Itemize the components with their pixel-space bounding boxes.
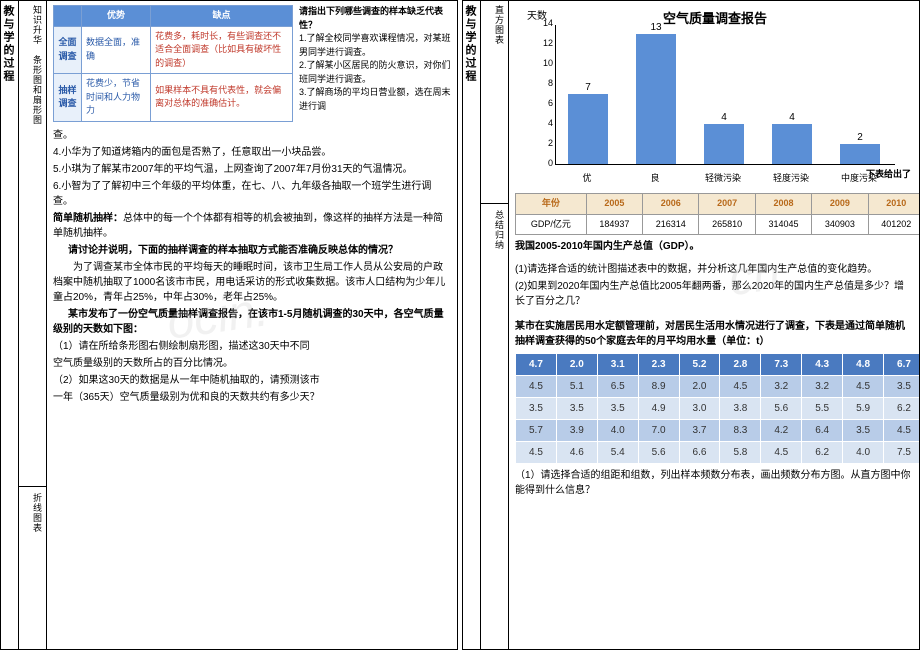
- note1: 下表给出了: [866, 168, 911, 182]
- bar-chart: 天数 空气质量调查报告 713442 02468101214 优良轻微污染轻度污…: [515, 9, 915, 189]
- left-sub-bot: 折线图表: [19, 489, 46, 649]
- left-content: ocin. 优势缺点 全面调查数据全面，准确花费多，耗时长，有些调查还不适合全面…: [47, 1, 457, 649]
- air-q1b: 空气质量级别的天数所占的百分比情况。: [53, 356, 451, 371]
- air-title: 某市发布了一份空气质量抽样调查报告，在该市1-5月随机调查的30天中，各空气质量…: [53, 307, 451, 337]
- gdp-q2: (2)如果到2020年国内生产总值比2005年翻两番，那么2020年的国内生产总…: [515, 279, 913, 309]
- p-cha: 查。: [53, 128, 451, 143]
- right-sub-bot: 总结归纳: [481, 206, 508, 649]
- question-box: 请指出下列哪些调查的样本缺乏代表性？ 1.了解全校同学喜欢课程情况，对某班男同学…: [299, 5, 451, 126]
- p6: 6.小智为了了解初中三个年级的平均体重，在七、八、九年级各抽取一个班学生进行调查…: [53, 179, 451, 209]
- right-content: cn 天数 空气质量调查报告 713442 02468101214 优良轻微污染…: [509, 1, 919, 649]
- left-main-label: 教与学的过程: [1, 1, 18, 87]
- water-title: 某市在实施居民用水定额管理前，对居民生活用水情况进行了调查，下表是通过简单随机抽…: [515, 319, 913, 349]
- air-q2b: 一年（365天）空气质量级别为优和良的天数共约有多少天？: [53, 390, 451, 405]
- right-main-label: 教与学的过程: [463, 1, 480, 87]
- air-q1: （1）请在所给条形图右侧绘制扇形图，描述这30天中不同: [53, 339, 451, 354]
- gdp-table: 年份200520062007200820092010 GDP/亿元1849372…: [515, 193, 919, 235]
- final-q: （1）请选择合适的组距和组数，列出样本频数分布表，画出频数分布方图。从直方图中你…: [515, 468, 913, 498]
- air-q2: （2）如果这30天的数据是从一年中随机抽取的，请预测该市: [53, 373, 451, 388]
- water-data-table: 4.72.03.12.35.22.87.34.34.86.74.55.16.58…: [515, 353, 919, 464]
- p4: 4.小华为了知道烤箱内的面包是否熟了，任意取出一小块品尝。: [53, 145, 451, 160]
- right-sub-top: 直方图表: [481, 1, 508, 201]
- p5: 5.小琪为了解某市2007年的平均气温，上网查询了2007年7月份31天的气温情…: [53, 162, 451, 177]
- comparison-table: 优势缺点 全面调查数据全面，准确花费多，耗时长，有些调查还不适合全面调查（比如具…: [53, 5, 293, 122]
- disc-title: 请讨论并说明，下面的抽样调查的样本抽取方式能否准确反映总体的情况？: [53, 243, 451, 258]
- left-sub-top: 知识升华 条形图和扇形图: [19, 1, 46, 484]
- gdp-q1: (1)请选择合适的统计图描述表中的数据，并分析这几年国内生产总值的变化趋势。: [515, 262, 913, 277]
- srs: 简单随机抽样：总体中的每一个个体都有相等的机会被抽到，像这样的抽样方法是一种简单…: [53, 211, 451, 241]
- disc: 为了调查某市全体市民的平均每天的睡眠时间，该市卫生局工作人员从公安局的户政档案中…: [53, 260, 451, 305]
- gdp-title: 我国2005-2010年国内生产总值（GDP）。: [515, 239, 913, 254]
